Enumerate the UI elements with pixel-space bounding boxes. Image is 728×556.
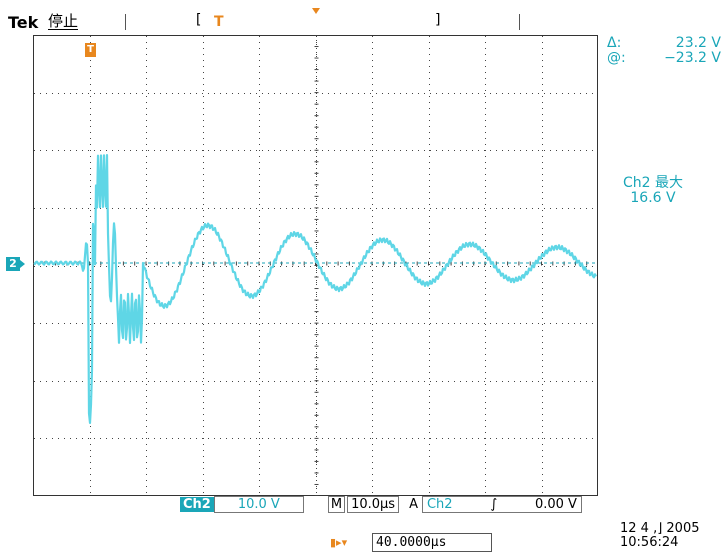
trigger-position-icon: ▮▸▾ (330, 536, 348, 549)
date: 12 4 ,⌋ 2005 (620, 521, 700, 536)
record-bracket-right: ] (434, 12, 443, 28)
time-cursor-marker: T (85, 43, 96, 57)
delta-label: Δ: (607, 35, 622, 51)
status-bar: Ch2 10.0 V M 10.0µs A Ch2 ∫ 0.00 V (180, 496, 582, 513)
delta-value: 23.2 V (675, 35, 721, 51)
ch2-scale[interactable]: 10.0 V (213, 496, 304, 513)
trigger-arrow-icon (312, 8, 320, 14)
trigger-position-value[interactable]: 40.0000µs (372, 533, 492, 552)
trigger-label: A (409, 497, 418, 512)
at-label: @: (607, 50, 626, 66)
top-divider (125, 14, 126, 30)
run-status: 停止 (48, 12, 79, 30)
ch2-level-marker: 2 (6, 257, 20, 271)
cursor-readout: Δ: 23.2 V @: −23.2 V (607, 36, 721, 66)
trigger-level: 0.00 V (534, 497, 577, 512)
trigger-position-marker: T (214, 14, 224, 30)
trigger-slope-icon: ∫ (490, 497, 498, 512)
timebase-value[interactable]: 10.0µs (347, 496, 400, 513)
time: 10:56:24 (620, 535, 679, 550)
timebase-label: M (327, 496, 346, 513)
waveform-graticule (33, 35, 598, 496)
measurement-value: 16.6 V (630, 190, 676, 206)
measurement-label: Ch2 最大 (622, 175, 683, 191)
brand-logo: Tek (8, 13, 39, 32)
trigger-settings[interactable]: Ch2 ∫ 0.00 V (421, 496, 582, 513)
ch2-marker-arrow-icon (20, 260, 25, 268)
top-divider (519, 14, 520, 30)
record-bracket-left: [ (194, 12, 203, 28)
trigger-source: Ch2 (426, 497, 453, 512)
datetime: 12 4 ,⌋ 2005 10:56:24 (620, 522, 700, 550)
ch2-tag[interactable]: Ch2 (180, 497, 214, 512)
at-value: −23.2 V (664, 50, 721, 66)
ch2-waveform-trace (33, 153, 597, 424)
measurement-readout: Ch2 最大 16.6 V (618, 176, 688, 206)
